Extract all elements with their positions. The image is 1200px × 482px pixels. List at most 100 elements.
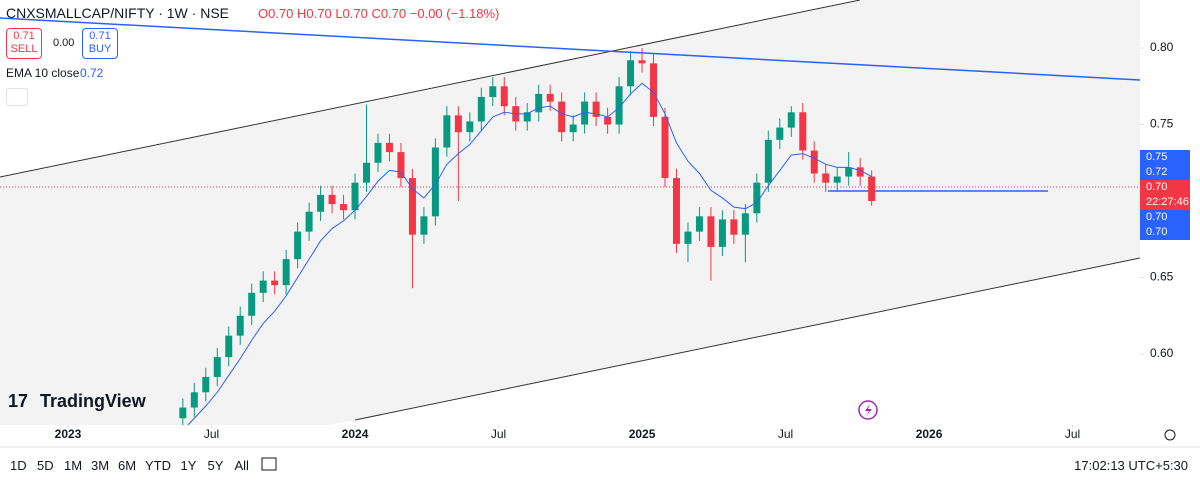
- candle-body: [443, 115, 451, 148]
- logo-mark: 17: [8, 391, 28, 411]
- candle-body: [856, 167, 864, 177]
- candle-body: [213, 357, 221, 377]
- candle-body: [787, 112, 795, 128]
- candle-body: [650, 63, 658, 117]
- symbol-title[interactable]: CNXSMALLCAP/NIFTY · 1W · NSE: [6, 5, 230, 21]
- timeframe-button[interactable]: 3M: [91, 458, 110, 473]
- y-tick-label: 0.60: [1150, 346, 1174, 360]
- candle-body: [833, 176, 841, 183]
- x-tick-label: 2026: [916, 427, 943, 441]
- candle-body: [431, 147, 439, 217]
- trend-line: [0, 17, 1140, 81]
- timeframe-button[interactable]: All: [234, 458, 249, 473]
- x-tick-label: 2025: [629, 427, 656, 441]
- candle-body: [190, 392, 198, 408]
- timeframe-button[interactable]: YTD: [145, 458, 171, 473]
- candle-body: [776, 127, 784, 140]
- candle-body: [397, 152, 405, 179]
- timeframe-button[interactable]: 5D: [37, 458, 54, 473]
- candle-body: [340, 204, 348, 211]
- collapse-button[interactable]: [6, 88, 28, 106]
- candle-body: [684, 231, 692, 244]
- drawings: [0, 0, 1140, 425]
- countdown: 22:27:46: [1140, 195, 1190, 210]
- candle-body: [294, 231, 302, 260]
- candle-body: [523, 112, 531, 122]
- channel-upper: [0, 0, 861, 178]
- candle-body: [753, 182, 761, 214]
- candle-body: [546, 93, 554, 102]
- spread: 0.00: [53, 37, 75, 49]
- sell-price: 0.71: [13, 30, 35, 42]
- y-tick-label: 0.65: [1150, 270, 1174, 284]
- candle-body: [845, 167, 853, 177]
- sell-button[interactable]: 0.71 SELL: [6, 28, 42, 59]
- candle-body: [718, 219, 726, 247]
- candle-body: [202, 376, 210, 393]
- x-tick-label: Jul: [491, 427, 506, 441]
- candle-body: [592, 101, 600, 117]
- price-label: 0.70: [1140, 180, 1190, 195]
- candle-body: [661, 116, 669, 179]
- buy-label: BUY: [88, 43, 112, 55]
- price-label: 0.75: [1140, 150, 1190, 165]
- candle-body: [638, 60, 646, 64]
- candle-body: [672, 178, 680, 244]
- candle-body: [799, 112, 807, 151]
- channel-fill: [0, 0, 1140, 425]
- timeframe-button[interactable]: 1M: [64, 458, 83, 473]
- candle-body: [868, 176, 876, 202]
- candle-body: [374, 142, 382, 163]
- candle-body: [305, 211, 313, 232]
- candle-body: [822, 173, 830, 183]
- date-range-icon[interactable]: [261, 457, 277, 471]
- settings-icon[interactable]: [1164, 429, 1176, 441]
- candle-body: [236, 315, 244, 336]
- candle-body: [408, 178, 416, 235]
- x-tick-label: Jul: [778, 427, 793, 441]
- news-icon[interactable]: [858, 400, 878, 420]
- clock: 17:02:13 UTC+5:30: [1074, 458, 1188, 473]
- timeframe-button[interactable]: 1Y: [180, 458, 197, 473]
- candle-body: [363, 162, 371, 183]
- x-tick-label: 2024: [342, 427, 369, 441]
- candle-body: [615, 86, 623, 125]
- candle-body: [569, 124, 577, 133]
- timeframe-button[interactable]: 5Y: [207, 458, 224, 473]
- buy-button[interactable]: 0.71 BUY: [82, 28, 118, 59]
- x-tick-label: Jul: [204, 427, 219, 441]
- watermark: TradingView: [40, 391, 147, 411]
- price-label: 0.70: [1140, 225, 1190, 240]
- candle-body: [627, 60, 635, 87]
- timeframe-button[interactable]: 6M: [118, 458, 137, 473]
- indicator-value: 0.72: [80, 66, 104, 80]
- sell-label: SELL: [10, 43, 38, 55]
- candle-body: [420, 216, 428, 235]
- candle-body: [351, 182, 359, 211]
- candle-body: [317, 194, 325, 212]
- ema-line: [187, 82, 872, 425]
- candle-body: [248, 292, 256, 316]
- x-tick-label: 2023: [55, 427, 82, 441]
- candle-body: [466, 121, 474, 133]
- candle-body: [328, 194, 336, 205]
- candle-body: [271, 280, 279, 286]
- ohlc: O0.70 H0.70 L0.70 C0.70 −0.00 (−1.18%): [258, 6, 500, 21]
- candle-body: [707, 216, 715, 247]
- candle-body: [477, 96, 485, 122]
- y-tick-label: 0.75: [1150, 117, 1174, 131]
- candle-body: [500, 86, 508, 107]
- candle-body: [695, 216, 703, 232]
- timeframe-button[interactable]: 1D: [10, 458, 27, 473]
- candle-body: [764, 139, 772, 183]
- indicator-name[interactable]: EMA 10 close: [6, 66, 80, 80]
- news-bolt: [865, 404, 872, 416]
- candle-body: [810, 150, 818, 174]
- candle-body: [179, 407, 187, 419]
- buy-price: 0.71: [89, 30, 111, 42]
- candle-body: [730, 219, 738, 235]
- candle-body: [604, 116, 612, 125]
- y-tick-label: 0.80: [1150, 40, 1174, 54]
- channel-lower: [354, 257, 1140, 421]
